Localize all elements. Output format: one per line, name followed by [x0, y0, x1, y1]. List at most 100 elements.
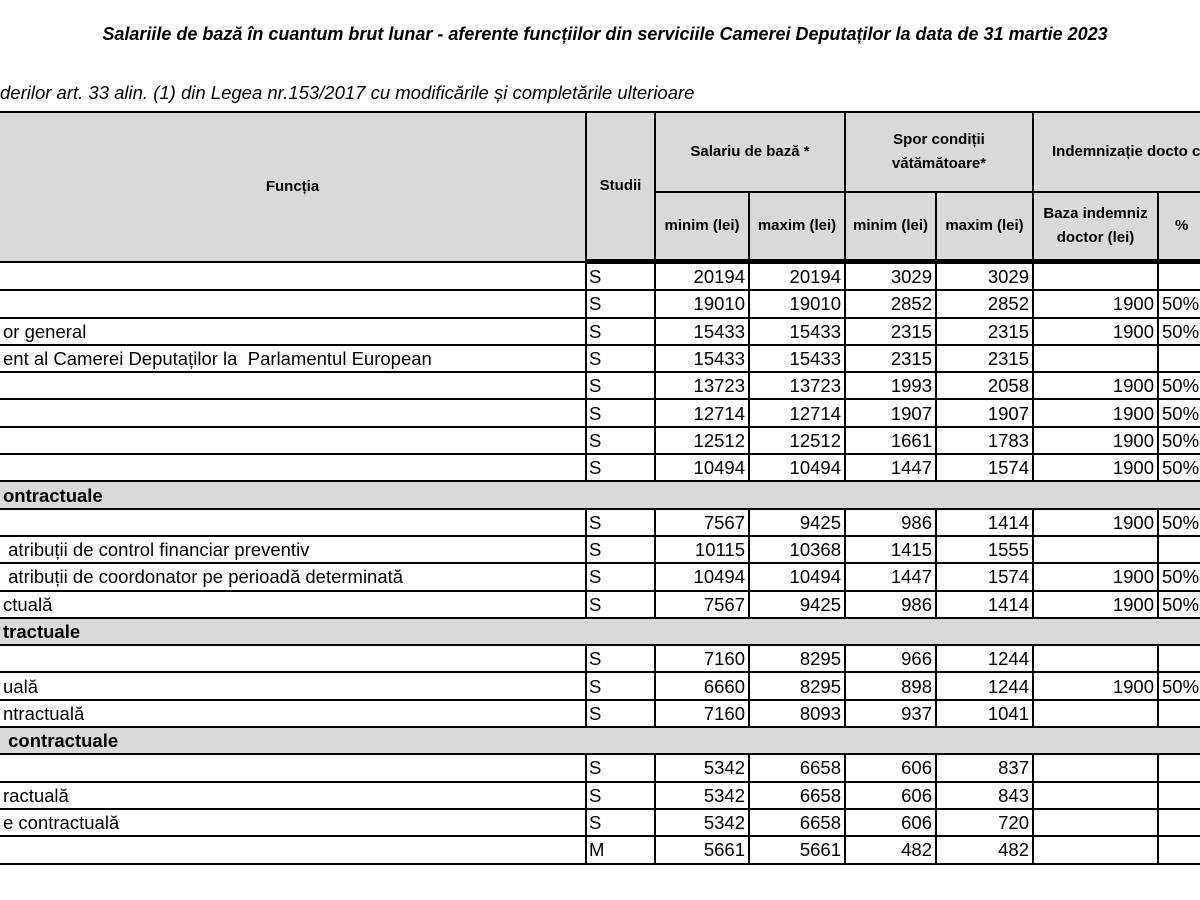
header-functia: Funcția: [0, 111, 587, 263]
cell-procent: [1157, 343, 1200, 374]
cell-procent: [1157, 753, 1200, 783]
cell-salariu-maxim: 12512: [748, 425, 846, 456]
cell-spor-minim: 2315: [844, 316, 937, 346]
cell-studii: S: [585, 780, 656, 810]
cell-spor-minim: 1993: [844, 371, 937, 401]
cell-spor-minim: 482: [844, 835, 937, 865]
cell-salariu-maxim: 12714: [748, 398, 846, 428]
cell-spor-maxim: 482: [935, 835, 1034, 865]
table-row: ractuală S 5342 6658 606 843: [0, 780, 1200, 810]
cell-salariu-minim: 7567: [654, 589, 750, 619]
cell-studii: S: [585, 753, 656, 783]
cell-spor-minim: 606: [844, 780, 937, 810]
header-procent: %: [1157, 191, 1200, 264]
cell-procent: 50%: [1157, 371, 1200, 401]
cell-salariu-minim: 15433: [654, 316, 750, 346]
cell-functia: [0, 753, 587, 783]
cell-salariu-maxim: 15433: [748, 343, 846, 374]
cell-spor-minim: 986: [844, 507, 937, 537]
cell-studii: S: [585, 343, 656, 374]
cell-functia: [0, 425, 587, 456]
cell-salariu-minim: 13723: [654, 371, 750, 401]
cell-spor-minim: 1447: [844, 562, 937, 592]
cell-spor-minim: 898: [844, 671, 937, 701]
cell-functia: [0, 507, 587, 537]
table-row: atribuții de control financiar preventiv…: [0, 534, 1200, 565]
cell-functia: [0, 398, 587, 428]
cell-baza-doctor: 1900: [1032, 398, 1159, 428]
cell-functia: atribuții de coordonator pe perioadă det…: [0, 562, 587, 592]
cell-procent: 50%: [1157, 398, 1200, 428]
cell-procent: 50%: [1157, 453, 1200, 483]
cell-procent: [1157, 835, 1200, 865]
cell-spor-minim: 1447: [844, 453, 937, 483]
cell-spor-minim: 606: [844, 807, 937, 838]
cell-studii: M: [585, 835, 656, 865]
table-row: uală S 6660 8295 898 1244 1900 50%: [0, 671, 1200, 701]
cell-studii: S: [585, 589, 656, 619]
cell-baza-doctor: 1900: [1032, 289, 1159, 319]
section-label: ontractuale: [0, 480, 1200, 510]
cell-salariu-maxim: 9425: [748, 507, 846, 537]
cell-functia: or general: [0, 316, 587, 346]
cell-spor-maxim: 1414: [935, 507, 1034, 537]
cell-spor-maxim: 1783: [935, 425, 1034, 456]
cell-functia: ractuală: [0, 780, 587, 810]
cell-functia: ctuală: [0, 589, 587, 619]
header-indemnizatie: Indemnizație docto cazul) *: [1032, 111, 1200, 193]
cell-studii: S: [585, 289, 656, 319]
header-salariu-maxim: maxim (lei): [748, 191, 846, 264]
cell-baza-doctor: [1032, 343, 1159, 374]
cell-salariu-minim: 6660: [654, 671, 750, 701]
cell-procent: 50%: [1157, 589, 1200, 619]
cell-spor-minim: 1907: [844, 398, 937, 428]
cell-procent: [1157, 698, 1200, 729]
cell-salariu-minim: 12714: [654, 398, 750, 428]
cell-procent: [1157, 260, 1200, 292]
table-row: e contractuală S 5342 6658 606 720: [0, 807, 1200, 838]
salary-table: Funcția Studii Salariu de bază * Spor co…: [0, 111, 1200, 865]
cell-functia: [0, 371, 587, 401]
cell-salariu-minim: 10115: [654, 534, 750, 565]
section-label: contractuale: [0, 726, 1200, 756]
header-studii: Studii: [585, 111, 656, 264]
cell-spor-minim: 2852: [844, 289, 937, 319]
cell-baza-doctor: 1900: [1032, 671, 1159, 701]
cell-procent: 50%: [1157, 671, 1200, 701]
cell-functia: atribuții de control financiar preventiv: [0, 534, 587, 565]
cell-spor-maxim: 2315: [935, 343, 1034, 374]
cell-salariu-maxim: 6658: [748, 807, 846, 838]
cell-spor-maxim: 3029: [935, 260, 1034, 292]
cell-salariu-minim: 19010: [654, 289, 750, 319]
cell-spor-maxim: 1574: [935, 453, 1034, 483]
cell-salariu-minim: 10494: [654, 562, 750, 592]
cell-studii: S: [585, 807, 656, 838]
cell-functia: e contractuală: [0, 807, 587, 838]
cell-functia: [0, 835, 587, 865]
cell-baza-doctor: 1900: [1032, 507, 1159, 537]
cell-salariu-maxim: 6658: [748, 780, 846, 810]
cell-studii: S: [585, 698, 656, 729]
cell-functia: ntractuală: [0, 698, 587, 729]
cell-procent: 50%: [1157, 562, 1200, 592]
table-row: S 7160 8295 966 1244: [0, 644, 1200, 674]
cell-spor-minim: 3029: [844, 260, 937, 292]
cell-functia: [0, 644, 587, 674]
header-baza: Baza indemniz doctor (lei): [1032, 191, 1159, 264]
table-row: S 10494 10494 1447 1574 1900 50%: [0, 453, 1200, 483]
cell-spor-maxim: 1041: [935, 698, 1034, 729]
cell-studii: S: [585, 371, 656, 401]
cell-salariu-minim: 5342: [654, 753, 750, 783]
cell-procent: 50%: [1157, 316, 1200, 346]
cell-baza-doctor: 1900: [1032, 589, 1159, 619]
cell-salariu-minim: 20194: [654, 260, 750, 292]
section-label: tractuale: [0, 616, 1200, 647]
cell-baza-doctor: [1032, 835, 1159, 865]
table-row: ent al Camerei Deputaților la Parlamentu…: [0, 343, 1200, 374]
document-subtitle: derilor art. 33 alin. (1) din Legea nr.1…: [0, 82, 695, 103]
cell-salariu-minim: 15433: [654, 343, 750, 374]
cell-spor-minim: 1415: [844, 534, 937, 565]
cell-baza-doctor: [1032, 780, 1159, 810]
cell-spor-maxim: 2852: [935, 289, 1034, 319]
cell-spor-maxim: 843: [935, 780, 1034, 810]
